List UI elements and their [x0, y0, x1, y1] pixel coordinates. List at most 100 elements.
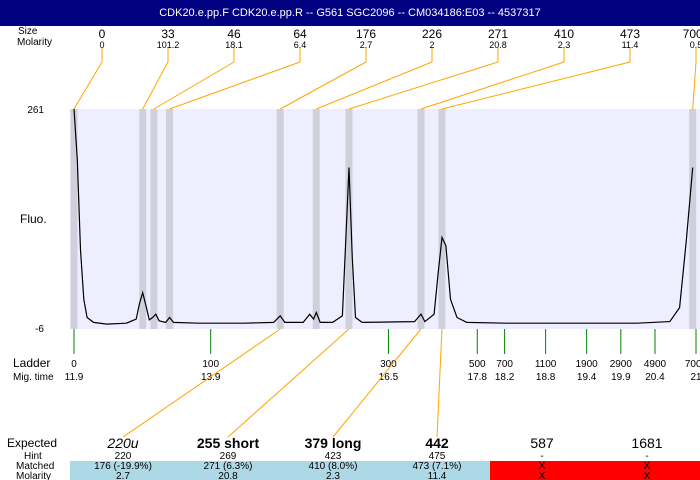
window-title: CDK20.e.pp.F CDK20.e.pp.R -- G561 SGC209… — [0, 0, 700, 26]
expected-molarity-value: 11.4 — [428, 471, 447, 480]
peak-band — [312, 109, 320, 329]
expected-guide-line — [332, 328, 422, 438]
ladder-time-label: 20.4 — [645, 372, 665, 383]
expected-molarity-value: 20.8 — [218, 471, 238, 480]
expected-guide-line — [122, 328, 281, 438]
matched-cell — [70, 461, 175, 480]
peak-size-label: 46 — [227, 27, 241, 41]
peak-guide-line — [420, 61, 565, 110]
ladder-label: Ladder — [13, 356, 50, 370]
expected-matched-value: 473 (7.1%) — [413, 461, 462, 472]
expected-guide-line — [436, 328, 443, 438]
expected-molarity-value: 2.3 — [326, 471, 340, 480]
peak-size-label: 33 — [161, 27, 175, 41]
peak-molarity-label: 20.8 — [489, 40, 507, 50]
peak-band — [166, 109, 174, 329]
peak-band — [689, 109, 697, 329]
hint-label: Hint — [24, 451, 42, 462]
expected-size-label: 255 short — [197, 435, 260, 451]
expected-size-label: 220u — [106, 435, 138, 451]
expected-hint-value: 220 — [115, 451, 132, 462]
expected-matched-value: X — [539, 461, 546, 472]
peak-guide-line — [169, 61, 301, 110]
expected-molarity-value: X — [644, 471, 651, 480]
expected-matched-value: 176 (-19.9%) — [94, 461, 152, 472]
peak-guide-line — [692, 61, 697, 110]
expected-hint-value: 475 — [429, 451, 446, 462]
ladder-size-label: 700 — [496, 359, 513, 370]
expected-molarity-value: X — [539, 471, 546, 480]
matched-label: Matched — [16, 461, 54, 472]
peak-size-label: 64 — [293, 27, 307, 41]
expected-size-label: 587 — [530, 435, 554, 451]
peak-size-label: 473 — [620, 27, 640, 41]
ladder-time-label: 18.8 — [536, 372, 556, 383]
ladder-time-label: 16.5 — [379, 372, 399, 383]
peak-molarity-label: 0 — [99, 40, 104, 50]
ladder-time-label: 21 — [690, 372, 700, 383]
ladder-size-label: 500 — [469, 359, 486, 370]
peak-size-label: 271 — [488, 27, 508, 41]
matched-cell — [490, 461, 595, 480]
ladder-size-label: 4900 — [644, 359, 667, 370]
ladder-time-label: 13.9 — [201, 372, 221, 383]
matched-cell — [280, 461, 385, 480]
matched-cell — [175, 461, 280, 480]
peak-guide-line — [348, 61, 499, 110]
peak-band — [345, 109, 353, 329]
fluorescence-trace — [73, 108, 694, 325]
molarity-bottom-label: Molarity — [16, 471, 51, 480]
expected-label: Expected — [7, 436, 57, 450]
peak-band — [438, 109, 446, 329]
ladder-size-label: 0 — [71, 359, 77, 370]
plot-area — [70, 109, 700, 329]
ladder-time-label: 19.4 — [577, 372, 597, 383]
peak-band — [150, 109, 158, 329]
peak-molarity-label: 18.1 — [225, 40, 243, 50]
ladder-size-label: 100 — [202, 359, 219, 370]
peak-size-label: 226 — [422, 27, 442, 41]
ladder-time-label: 11.9 — [65, 372, 84, 383]
ladder-size-label: 2900 — [610, 359, 633, 370]
expected-matched-value: 271 (6.3%) — [204, 461, 253, 472]
mig-time-label: Mig. time — [13, 372, 54, 383]
peak-molarity-label: 6.4 — [294, 40, 307, 50]
y-tick-max: 261 — [27, 105, 44, 116]
size-label: Size — [18, 26, 38, 37]
expected-hint-value: - — [540, 451, 543, 462]
peak-molarity-label: 2.3 — [558, 40, 571, 50]
fluo-label: Fluo. — [20, 212, 47, 226]
peak-size-label: 410 — [554, 27, 574, 41]
peak-guide-line — [142, 61, 169, 110]
y-tick-min: -6 — [35, 324, 44, 335]
matched-cell — [385, 461, 490, 480]
molarity-label: Molarity — [17, 37, 52, 48]
ladder-size-label: 300 — [380, 359, 397, 370]
peak-guide-line — [153, 61, 235, 110]
ladder-time-label: 17.8 — [468, 372, 488, 383]
matched-cell — [595, 461, 700, 480]
expected-hint-value: 269 — [220, 451, 237, 462]
peak-molarity-label: 11.4 — [622, 40, 639, 50]
peak-band — [276, 109, 284, 329]
expected-size-label: 379 long — [305, 435, 362, 451]
expected-size-label: 1681 — [631, 435, 662, 451]
expected-matched-value: 410 (8.0%) — [309, 461, 358, 472]
ladder-time-label: 19.9 — [611, 372, 631, 383]
expected-size-label: 442 — [425, 435, 449, 451]
peak-guide-line — [441, 61, 631, 110]
ladder-size-label: 1100 — [535, 359, 557, 370]
peak-molarity-label: 2 — [429, 40, 434, 50]
peak-band — [70, 109, 78, 329]
expected-hint-value: - — [645, 451, 648, 462]
peak-size-label: 176 — [356, 27, 376, 41]
peak-guide-line — [316, 61, 433, 110]
expected-molarity-value: 2.7 — [116, 471, 130, 480]
peak-size-label: 0 — [99, 27, 106, 41]
peak-molarity-label: 2.7 — [360, 40, 373, 50]
peak-molarity-label: 0.5 — [690, 40, 700, 50]
peak-guide-line — [73, 61, 103, 110]
